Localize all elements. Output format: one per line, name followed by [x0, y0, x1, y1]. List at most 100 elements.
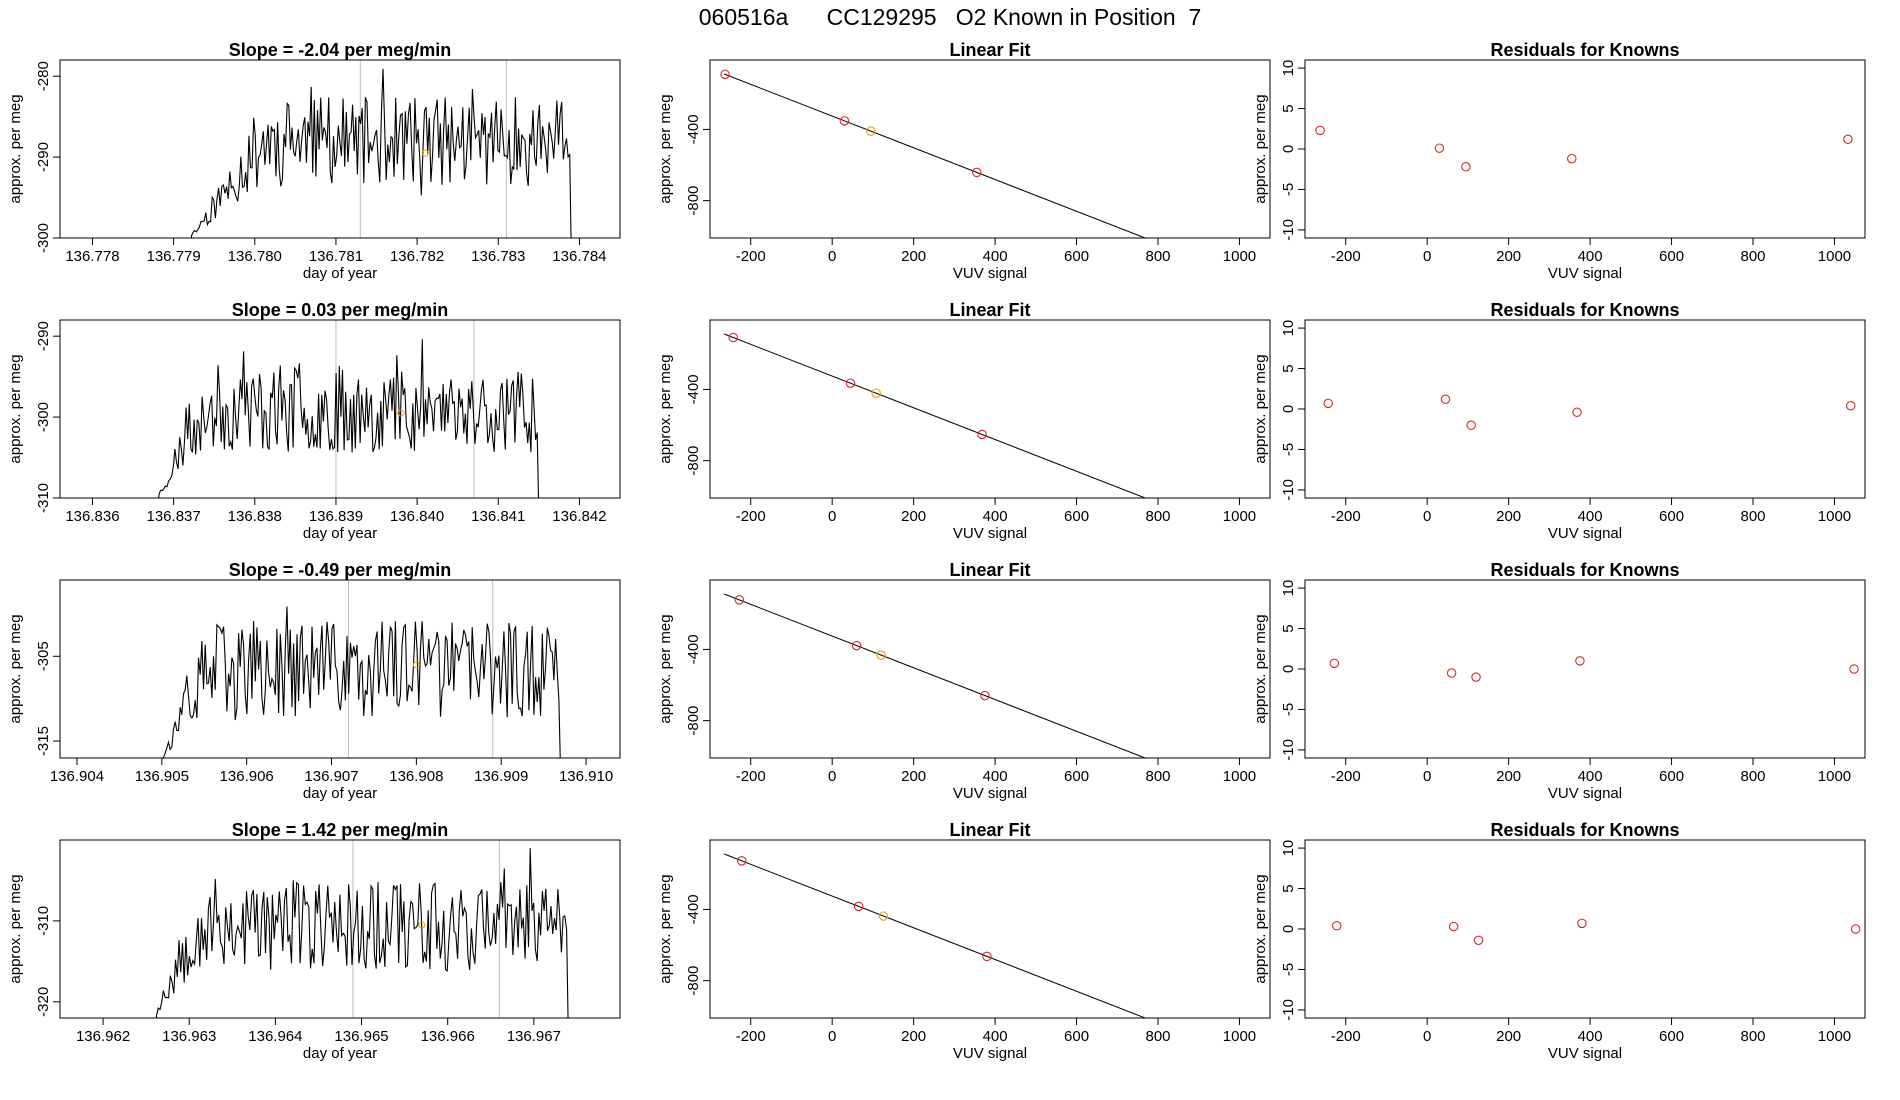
y-tick-label: 0 [1280, 145, 1297, 153]
x-axis-label: VUV signal [953, 525, 1027, 542]
residual-point [1466, 420, 1476, 430]
linear_fit-panel-row-2: Linear Fit -200 0 200 400 600 800 1000 -800 -400 V… [657, 300, 1271, 542]
x-tick-label: 1000 [1818, 248, 1851, 265]
residual-point [1471, 672, 1481, 682]
x-tick-label: 1000 [1818, 508, 1851, 525]
x-tick-label: 200 [1496, 508, 1521, 525]
linear_fit-panel-row-3: Linear Fit -200 0 200 400 600 800 1000 -800 -400 V… [657, 560, 1271, 802]
x-tick-label: 136.783 [471, 248, 525, 265]
x-tick-label: 400 [1578, 768, 1603, 785]
x-tick-label: 136.905 [135, 768, 189, 785]
x-tick-label: 600 [1659, 1028, 1684, 1045]
x-tick-label: 136.966 [421, 1028, 475, 1045]
x-tick-label: 136.839 [309, 508, 363, 525]
residual-point [1845, 401, 1856, 411]
x-tick-label: 800 [1740, 248, 1765, 265]
residual-point [1329, 658, 1340, 669]
x-tick-label: 200 [1496, 1028, 1521, 1045]
residuals-panel-row-1: Residuals for Knowns-200 0 200 400 600 800 100… [1252, 40, 1866, 282]
y-axis-label: approx. per meg [1252, 354, 1269, 463]
residual-point [1315, 125, 1325, 136]
timeseries-line [162, 606, 561, 758]
x-tick-label: 800 [1740, 508, 1765, 525]
x-tick-label: 136.779 [147, 248, 201, 265]
x-axis-label: VUV signal [953, 265, 1027, 282]
x-tick-label: 136.837 [147, 508, 201, 525]
timeseries-panel-row-4: Slope = 1.42 per meg/min 136.962 136.963 13… [7, 820, 621, 1062]
x-tick-label: 136.906 [220, 768, 274, 785]
y-tick-label: -315 [35, 726, 52, 756]
x-tick-label: 400 [983, 248, 1008, 265]
x-axis-label: VUV signal [1548, 525, 1622, 542]
x-tick-label: 136.784 [552, 248, 606, 265]
residual-point [1461, 162, 1471, 172]
y-axis-label: approx. per meg [1252, 94, 1269, 203]
y-tick-label: -800 [685, 446, 702, 476]
y-axis-label: approx. per meg [7, 354, 24, 463]
residual-point [1575, 656, 1585, 666]
known-point [734, 595, 745, 605]
x-tick-label: 400 [983, 1028, 1008, 1045]
panel-title: Residuals for Knowns [1490, 300, 1679, 320]
residual-point [1446, 668, 1457, 678]
y-tick-label: 0 [1280, 665, 1297, 673]
panel-title: Linear Fit [949, 820, 1030, 840]
y-tick-label: -280 [35, 61, 52, 91]
plot-area [155, 840, 569, 1018]
y-tick-label: -800 [685, 186, 702, 216]
plot-frame [59, 579, 621, 759]
x-tick-label: 200 [901, 248, 926, 265]
panel-grid: Slope = -2.04 per meg/min 136.778 136.779 1… [7, 40, 1866, 1062]
panel-title: Linear Fit [949, 300, 1030, 320]
x-tick-label: 136.965 [334, 1028, 388, 1045]
x-tick-label: -200 [1331, 508, 1361, 525]
x-tick-label: 136.908 [389, 768, 443, 785]
x-tick-label: 136.907 [304, 768, 358, 785]
y-tick-label: -800 [685, 966, 702, 996]
x-tick-label: 400 [1578, 1028, 1603, 1045]
y-tick-label: -310 [35, 906, 52, 936]
y-axis-label: approx. per meg [1252, 614, 1269, 723]
linear_fit-panel-row-4: Linear Fit -200 0 200 400 600 800 1000 -800 -400 V… [657, 820, 1271, 1062]
panel-title: Residuals for Knowns [1490, 40, 1679, 60]
y-tick-label: 5 [1280, 884, 1297, 892]
plot-frame [1304, 839, 1866, 1019]
known-point [728, 332, 738, 343]
known-point [977, 429, 987, 440]
y-tick-label: 0 [1280, 925, 1297, 933]
x-tick-label: 200 [901, 508, 926, 525]
y-tick-label: -400 [685, 374, 702, 404]
x-tick-label: 400 [983, 508, 1008, 525]
sample-point [876, 650, 886, 660]
timeseries-panel-row-2: Slope = 0.03 per meg/min 136.836 136.837 13… [7, 300, 621, 542]
x-tick-label: -200 [1331, 768, 1361, 785]
x-tick-label: 600 [1659, 508, 1684, 525]
panel-title: Residuals for Knowns [1490, 820, 1679, 840]
known-point [851, 640, 862, 651]
x-tick-label: 800 [1740, 768, 1765, 785]
plot-frame [1304, 579, 1866, 759]
x-tick-label: 0 [828, 1028, 836, 1045]
timeseries-line [190, 68, 572, 238]
y-tick-label: -5 [1280, 963, 1297, 976]
y-axis-label: approx. per meg [657, 354, 674, 463]
residual-point [1843, 134, 1853, 145]
y-tick-label: -300 [35, 402, 52, 432]
y-tick-label: 10 [1280, 320, 1297, 337]
x-tick-label: -200 [736, 248, 766, 265]
figure-title: 060516a CC129295 O2 Known in Position 7 [699, 4, 1202, 30]
x-tick-label: 800 [1145, 1028, 1170, 1045]
x-axis-label: day of year [303, 1045, 377, 1062]
residual-point [1849, 664, 1859, 674]
y-tick-label: 5 [1280, 364, 1297, 372]
plot-area [158, 320, 540, 498]
x-tick-label: 0 [1423, 248, 1431, 265]
y-tick-label: -10 [1280, 999, 1297, 1021]
x-tick-label: 136.967 [507, 1028, 561, 1045]
panel-title: Linear Fit [949, 40, 1030, 60]
plot-frame [709, 839, 1271, 1019]
x-tick-label: 600 [1064, 508, 1089, 525]
x-axis-label: VUV signal [953, 785, 1027, 802]
known-point [972, 167, 982, 178]
